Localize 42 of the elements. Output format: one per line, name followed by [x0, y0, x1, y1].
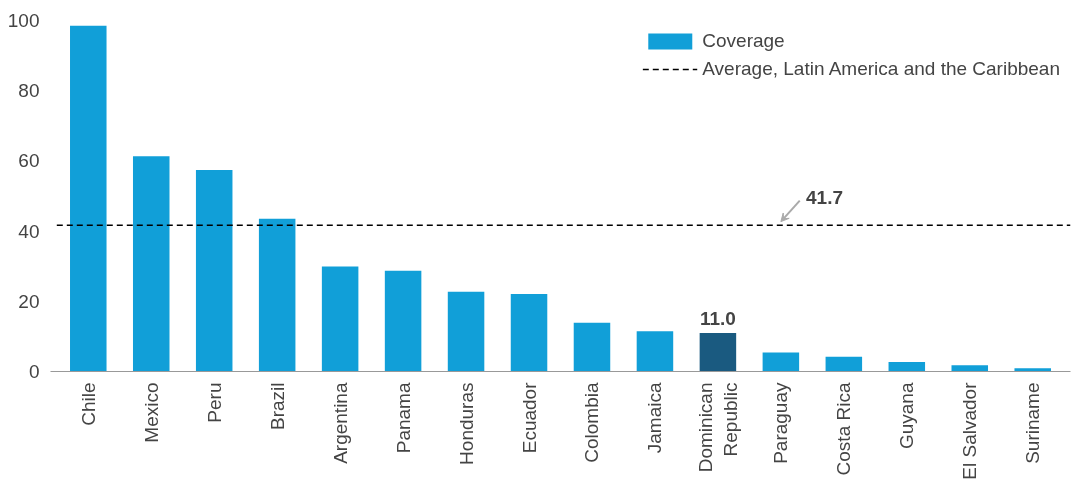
y-tick-label: 0 [28, 361, 40, 382]
x-tick-label: Guyana [896, 382, 918, 450]
bar [825, 356, 863, 372]
legend-label: Average, Latin America and the Caribbean [702, 58, 1060, 80]
bar [258, 218, 296, 372]
legend-label: Coverage [702, 30, 785, 52]
y-tick-label: 80 [18, 80, 40, 102]
bar [195, 170, 233, 372]
bar [573, 322, 611, 372]
x-tick-label: El Salvador [959, 381, 981, 480]
bar [699, 332, 737, 372]
bar [321, 266, 359, 372]
x-tick-label: Paraguay [770, 382, 792, 464]
bar [384, 270, 422, 372]
x-tick-label: Argentina [329, 382, 351, 464]
x-tick-label: Dominican Republic [694, 382, 742, 473]
bar [762, 352, 800, 372]
bar [447, 291, 485, 372]
bar [636, 331, 674, 372]
y-tick-label: 60 [18, 150, 40, 172]
data-label: 11.0 [699, 307, 736, 329]
x-tick-label: Ecuador [518, 381, 540, 454]
bar [70, 25, 107, 372]
x-tick-label: Panama [392, 382, 414, 454]
bar [951, 365, 989, 372]
x-tick-label: Suriname [1022, 382, 1044, 464]
x-tick-label: Peru [203, 382, 225, 423]
annotation: 41.7 [806, 187, 844, 209]
x-tick-label: Brazil [266, 382, 288, 431]
x-tick-label: Costa Rica [833, 382, 855, 476]
y-tick-label: 100 [7, 10, 40, 31]
x-tick-label: Honduras [455, 382, 477, 465]
x-tick-label: Colombia [581, 382, 603, 463]
y-tick-label: 40 [18, 220, 40, 242]
bar [510, 293, 548, 372]
bar [888, 362, 926, 372]
bar [1014, 368, 1051, 372]
y-tick-label: 20 [18, 290, 40, 312]
x-tick-label: Mexico [140, 382, 162, 443]
bar [132, 156, 170, 372]
x-tick-label: Chile [77, 382, 99, 426]
x-tick-label: Jamaica [644, 382, 666, 454]
